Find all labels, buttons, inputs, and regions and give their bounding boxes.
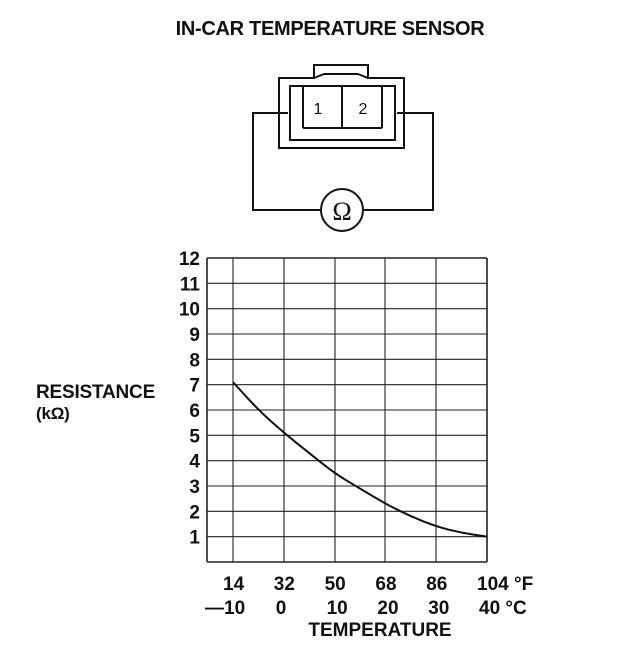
x-tick-label-f: 32: [274, 574, 295, 595]
connector-diagram: 1 2 Ω: [252, 64, 434, 232]
pin-1-label: 1: [314, 101, 323, 118]
x-tick-label-c: 30: [428, 598, 449, 619]
x-tick-label-c: 20: [377, 598, 398, 619]
x-tick-label-c: 40 °C: [479, 598, 527, 619]
y-tick-label: 3: [189, 477, 200, 498]
x-axis-ticks: 14 32 50 68 86 104 °F —10 0 10 20 30 40 °C: [205, 574, 533, 619]
ohmmeter-icon: [320, 188, 364, 232]
y-tick-label: 6: [189, 401, 200, 422]
lead-wire-left: [252, 112, 321, 211]
x-tick-label-f: 104 °F: [477, 574, 533, 595]
y-axis-label: RESISTANCE: [36, 382, 156, 403]
y-tick-label: 5: [189, 426, 200, 447]
series-line: [232, 381, 488, 538]
y-tick-label: 8: [189, 350, 200, 371]
y-axis-unit: (kΩ): [36, 404, 70, 423]
x-tick-label-c: 10: [327, 598, 348, 619]
y-tick-label: 12: [179, 249, 200, 270]
lead-wire-right: [363, 112, 434, 211]
y-tick-label: 4: [189, 452, 200, 473]
chart-series: [232, 381, 488, 538]
x-tick-label-f: 14: [223, 574, 245, 595]
x-tick-label-c: 0: [276, 598, 287, 619]
x-tick-label-f: 86: [426, 574, 447, 595]
x-axis-label: TEMPERATURE: [308, 620, 452, 641]
y-tick-label: 10: [179, 300, 200, 321]
x-tick-label-f: 68: [375, 574, 396, 595]
chart-grid: [206, 257, 488, 563]
y-tick-label: 7: [189, 376, 200, 397]
page-title: IN-CAR TEMPERATURE SENSOR: [175, 18, 485, 40]
y-tick-label: 1: [189, 528, 200, 549]
y-tick-label: 2: [189, 502, 200, 523]
x-tick-label-c: —10: [205, 598, 245, 619]
connector-cavity: [289, 85, 396, 141]
pin-2-label: 2: [359, 101, 368, 118]
y-tick-label: 11: [180, 274, 201, 295]
ohm-symbol: Ω: [332, 197, 351, 226]
y-tick-label: 9: [189, 325, 200, 346]
x-tick-label-f: 50: [325, 574, 346, 595]
